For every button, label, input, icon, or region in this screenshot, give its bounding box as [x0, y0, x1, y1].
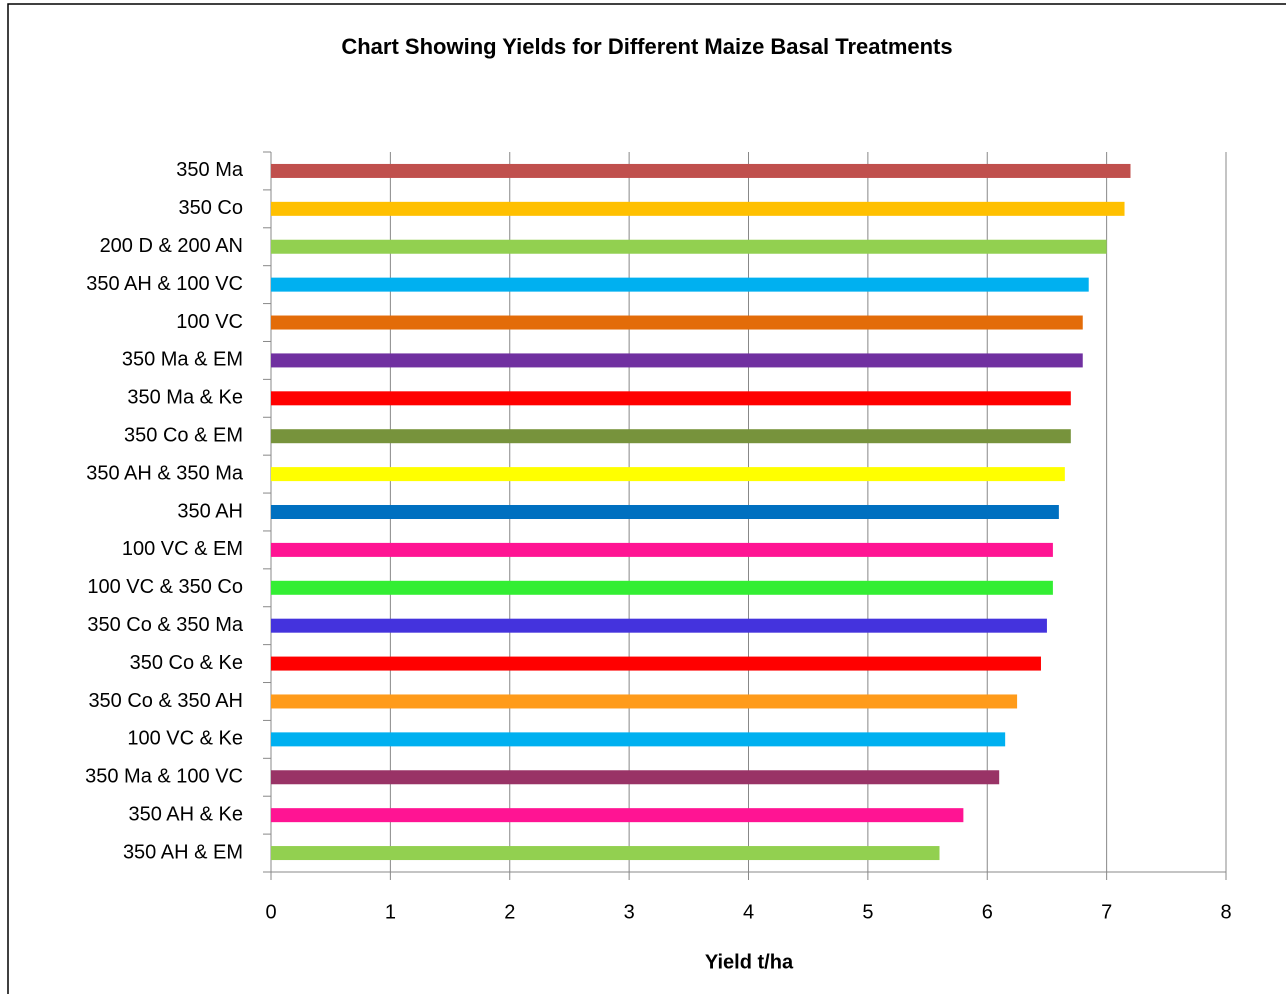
x-tick-label: 4	[743, 901, 754, 923]
x-tick-label: 5	[862, 901, 873, 923]
y-tick-label: 100 VC & Ke	[127, 728, 243, 750]
y-tick-label: 350 AH & EM	[123, 841, 243, 863]
bar	[271, 618, 1047, 633]
y-tick-label: 350 Co & 350 Ma	[87, 614, 244, 636]
chart-title: Chart Showing Yields for Different Maize…	[341, 34, 952, 59]
x-axis-title: Yield t/ha	[705, 951, 794, 973]
x-tick-label: 6	[982, 901, 993, 923]
y-tick-label: 200 D & 200 AN	[100, 235, 243, 257]
y-tick-label: 100 VC & EM	[122, 538, 243, 560]
y-tick-label: 350 AH & 350 Ma	[86, 462, 244, 484]
y-tick-label: 350 Co	[179, 197, 244, 219]
x-tick-label: 1	[385, 901, 396, 923]
bar	[271, 391, 1071, 406]
bar	[271, 277, 1089, 292]
bar	[271, 542, 1053, 557]
x-tick-label: 0	[265, 901, 276, 923]
x-tick-label: 8	[1220, 901, 1231, 923]
bar	[271, 808, 964, 823]
chart-border	[7, 3, 1286, 994]
bar	[271, 315, 1083, 330]
y-tick-label: 350 AH & 100 VC	[86, 273, 243, 295]
bar	[271, 732, 1006, 747]
bar	[271, 163, 1131, 178]
bar	[271, 505, 1059, 519]
y-tick-label: 350 AH	[177, 500, 243, 522]
x-tick-label: 7	[1101, 901, 1112, 923]
y-tick-label: 350 AH & Ke	[128, 803, 243, 825]
bar	[271, 353, 1083, 368]
bar	[271, 429, 1071, 444]
bar	[271, 580, 1053, 595]
x-tick-label: 3	[624, 901, 635, 923]
y-tick-label: 100 VC	[176, 311, 243, 333]
y-tick-label: 350 Co & EM	[124, 424, 243, 446]
y-tick-label: 350 Ma & EM	[122, 349, 243, 371]
bar	[271, 694, 1018, 709]
bar	[271, 239, 1107, 254]
bar	[271, 467, 1065, 482]
bar	[271, 656, 1041, 671]
y-tick-label: 100 VC & 350 Co	[87, 576, 243, 598]
y-tick-label: 350 Ma & 100 VC	[85, 766, 243, 788]
y-tick-label: 350 Co & Ke	[130, 652, 243, 674]
bar	[271, 201, 1125, 216]
bar	[271, 770, 1000, 785]
x-tick-label: 2	[504, 901, 515, 923]
y-tick-label: 350 Ma	[176, 159, 244, 181]
y-tick-label: 350 Ma & Ke	[127, 387, 243, 409]
bar	[271, 846, 940, 861]
y-tick-label: 350 Co & 350 AH	[88, 690, 243, 712]
